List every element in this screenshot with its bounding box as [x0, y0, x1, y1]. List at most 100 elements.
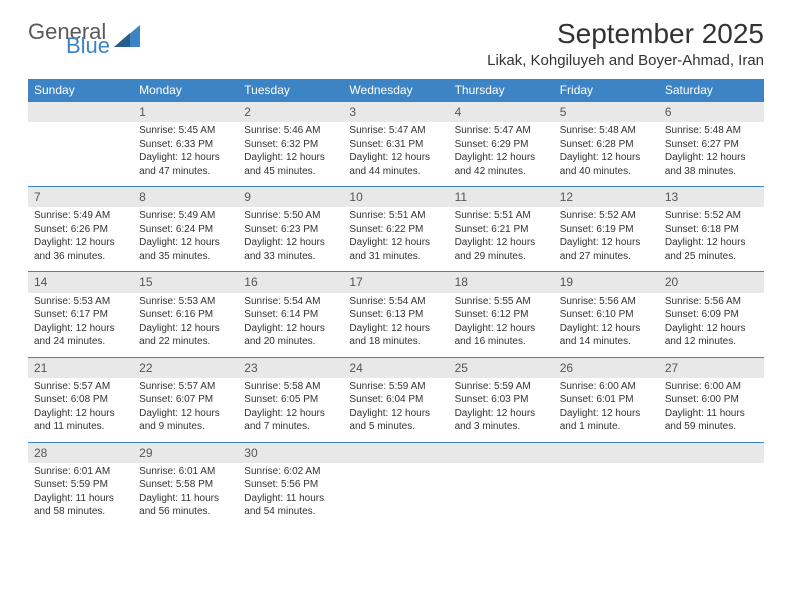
day-details: Sunrise: 5:52 AMSunset: 6:18 PMDaylight:… — [659, 207, 764, 271]
sunset-line: Sunset: 6:10 PM — [560, 308, 653, 322]
weekday-header: Friday — [554, 79, 659, 102]
sunset-line: Sunset: 6:28 PM — [560, 138, 653, 152]
sunrise-line: Sunrise: 5:57 AM — [139, 380, 232, 394]
daylight-line: Daylight: 12 hours and 12 minutes. — [665, 322, 758, 349]
sunrise-line: Sunrise: 5:58 AM — [244, 380, 337, 394]
sunset-line: Sunset: 6:00 PM — [665, 393, 758, 407]
day-number: 13 — [659, 187, 764, 207]
calendar-week-row: 7Sunrise: 5:49 AMSunset: 6:26 PMDaylight… — [28, 187, 764, 272]
day-details: Sunrise: 5:53 AMSunset: 6:16 PMDaylight:… — [133, 293, 238, 357]
day-number: 5 — [554, 102, 659, 122]
weekday-header: Tuesday — [238, 79, 343, 102]
calendar-day-cell: 12Sunrise: 5:52 AMSunset: 6:19 PMDayligh… — [554, 187, 659, 272]
sunset-line: Sunset: 6:31 PM — [349, 138, 442, 152]
day-number: 8 — [133, 187, 238, 207]
day-number: 12 — [554, 187, 659, 207]
daylight-line: Daylight: 11 hours and 59 minutes. — [665, 407, 758, 434]
daylight-line: Daylight: 12 hours and 38 minutes. — [665, 151, 758, 178]
sunset-line: Sunset: 5:58 PM — [139, 478, 232, 492]
day-details: Sunrise: 5:56 AMSunset: 6:09 PMDaylight:… — [659, 293, 764, 357]
calendar-day-cell: 7Sunrise: 5:49 AMSunset: 6:26 PMDaylight… — [28, 187, 133, 272]
daylight-line: Daylight: 12 hours and 25 minutes. — [665, 236, 758, 263]
sunrise-line: Sunrise: 5:51 AM — [455, 209, 548, 223]
sunset-line: Sunset: 6:01 PM — [560, 393, 653, 407]
sunrise-line: Sunrise: 5:55 AM — [455, 295, 548, 309]
sunset-line: Sunset: 6:29 PM — [455, 138, 548, 152]
daylight-line: Daylight: 12 hours and 18 minutes. — [349, 322, 442, 349]
daylight-line: Daylight: 12 hours and 5 minutes. — [349, 407, 442, 434]
day-number — [659, 443, 764, 463]
calendar-day-cell: 11Sunrise: 5:51 AMSunset: 6:21 PMDayligh… — [449, 187, 554, 272]
day-details — [28, 122, 133, 172]
sunrise-line: Sunrise: 5:57 AM — [34, 380, 127, 394]
calendar-week-row: 14Sunrise: 5:53 AMSunset: 6:17 PMDayligh… — [28, 272, 764, 357]
day-details: Sunrise: 5:57 AMSunset: 6:07 PMDaylight:… — [133, 378, 238, 442]
day-number: 26 — [554, 358, 659, 378]
sunrise-line: Sunrise: 5:47 AM — [349, 124, 442, 138]
sunrise-line: Sunrise: 5:51 AM — [349, 209, 442, 223]
title-block: September 2025 Likak, Kohgiluyeh and Boy… — [487, 18, 764, 75]
weekday-header: Wednesday — [343, 79, 448, 102]
day-details: Sunrise: 5:47 AMSunset: 6:29 PMDaylight:… — [449, 122, 554, 186]
day-details: Sunrise: 5:49 AMSunset: 6:26 PMDaylight:… — [28, 207, 133, 271]
daylight-line: Daylight: 12 hours and 7 minutes. — [244, 407, 337, 434]
day-number: 3 — [343, 102, 448, 122]
sunset-line: Sunset: 6:07 PM — [139, 393, 232, 407]
calendar-day-cell: 23Sunrise: 5:58 AMSunset: 6:05 PMDayligh… — [238, 357, 343, 442]
day-details: Sunrise: 5:57 AMSunset: 6:08 PMDaylight:… — [28, 378, 133, 442]
calendar-day-cell: 1Sunrise: 5:45 AMSunset: 6:33 PMDaylight… — [133, 102, 238, 187]
brand-logo: General Blue — [28, 22, 140, 56]
calendar-body: 1Sunrise: 5:45 AMSunset: 6:33 PMDaylight… — [28, 102, 764, 527]
day-details — [554, 463, 659, 513]
sail-icon — [114, 25, 140, 52]
sunset-line: Sunset: 6:32 PM — [244, 138, 337, 152]
calendar-day-cell — [659, 442, 764, 527]
sunset-line: Sunset: 6:12 PM — [455, 308, 548, 322]
day-details: Sunrise: 6:00 AMSunset: 6:00 PMDaylight:… — [659, 378, 764, 442]
calendar-day-cell: 3Sunrise: 5:47 AMSunset: 6:31 PMDaylight… — [343, 102, 448, 187]
sunset-line: Sunset: 6:21 PM — [455, 223, 548, 237]
calendar-day-cell: 4Sunrise: 5:47 AMSunset: 6:29 PMDaylight… — [449, 102, 554, 187]
sunrise-line: Sunrise: 5:56 AM — [560, 295, 653, 309]
day-details — [449, 463, 554, 513]
day-number: 16 — [238, 272, 343, 292]
daylight-line: Daylight: 12 hours and 45 minutes. — [244, 151, 337, 178]
day-details: Sunrise: 5:48 AMSunset: 6:27 PMDaylight:… — [659, 122, 764, 186]
calendar-table: SundayMondayTuesdayWednesdayThursdayFrid… — [28, 79, 764, 527]
sunrise-line: Sunrise: 5:54 AM — [349, 295, 442, 309]
day-details: Sunrise: 5:51 AMSunset: 6:22 PMDaylight:… — [343, 207, 448, 271]
sunrise-line: Sunrise: 5:50 AM — [244, 209, 337, 223]
sunrise-line: Sunrise: 6:00 AM — [560, 380, 653, 394]
calendar-week-row: 28Sunrise: 6:01 AMSunset: 5:59 PMDayligh… — [28, 442, 764, 527]
day-details — [659, 463, 764, 513]
daylight-line: Daylight: 12 hours and 14 minutes. — [560, 322, 653, 349]
day-number: 20 — [659, 272, 764, 292]
sunset-line: Sunset: 6:19 PM — [560, 223, 653, 237]
brand-word2: Blue — [66, 36, 110, 56]
calendar-day-cell: 18Sunrise: 5:55 AMSunset: 6:12 PMDayligh… — [449, 272, 554, 357]
day-number — [449, 443, 554, 463]
sunrise-line: Sunrise: 5:53 AM — [139, 295, 232, 309]
daylight-line: Daylight: 12 hours and 24 minutes. — [34, 322, 127, 349]
day-number: 2 — [238, 102, 343, 122]
day-number: 15 — [133, 272, 238, 292]
day-details: Sunrise: 6:02 AMSunset: 5:56 PMDaylight:… — [238, 463, 343, 527]
daylight-line: Daylight: 12 hours and 40 minutes. — [560, 151, 653, 178]
day-details: Sunrise: 5:55 AMSunset: 6:12 PMDaylight:… — [449, 293, 554, 357]
day-number: 30 — [238, 443, 343, 463]
day-details: Sunrise: 5:50 AMSunset: 6:23 PMDaylight:… — [238, 207, 343, 271]
day-details — [343, 463, 448, 513]
daylight-line: Daylight: 11 hours and 56 minutes. — [139, 492, 232, 519]
sunset-line: Sunset: 5:56 PM — [244, 478, 337, 492]
sunset-line: Sunset: 6:16 PM — [139, 308, 232, 322]
calendar-day-cell: 10Sunrise: 5:51 AMSunset: 6:22 PMDayligh… — [343, 187, 448, 272]
daylight-line: Daylight: 12 hours and 31 minutes. — [349, 236, 442, 263]
calendar-day-cell: 2Sunrise: 5:46 AMSunset: 6:32 PMDaylight… — [238, 102, 343, 187]
day-details: Sunrise: 5:56 AMSunset: 6:10 PMDaylight:… — [554, 293, 659, 357]
day-details: Sunrise: 5:52 AMSunset: 6:19 PMDaylight:… — [554, 207, 659, 271]
sunset-line: Sunset: 6:24 PM — [139, 223, 232, 237]
day-number: 14 — [28, 272, 133, 292]
sunset-line: Sunset: 6:14 PM — [244, 308, 337, 322]
sunrise-line: Sunrise: 6:01 AM — [34, 465, 127, 479]
daylight-line: Daylight: 12 hours and 9 minutes. — [139, 407, 232, 434]
